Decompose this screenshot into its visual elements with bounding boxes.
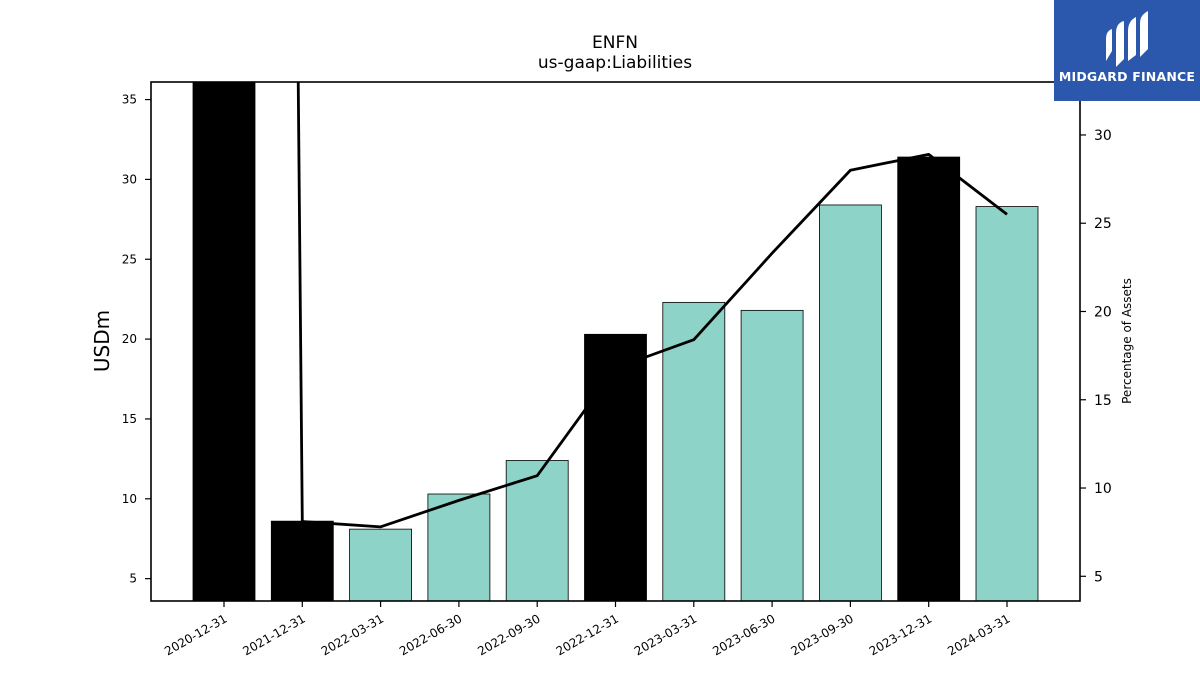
y-tick-label: 25: [122, 252, 137, 266]
midgard-logo-icon: [1106, 11, 1148, 67]
bar-2023-09-30: [819, 204, 882, 601]
y-tick-label: 10: [122, 492, 137, 506]
x-tick-label: 2024-03-31: [945, 611, 1012, 658]
y2-tick-label: 20: [1094, 304, 1112, 320]
bar-2023-12-31: [897, 156, 961, 601]
x-tick-label: 2021-12-31: [240, 611, 307, 658]
x-tick-label: 2023-12-31: [867, 611, 934, 658]
series-line: [296, 82, 1008, 529]
y2-tick-label: 10: [1094, 481, 1112, 497]
bar-2020-12-31: [192, 82, 256, 601]
y2-tick-label: 5: [1094, 569, 1103, 585]
line-group: [296, 82, 1008, 529]
x-tick-label: 2022-06-30: [397, 611, 464, 658]
bars-group: [192, 82, 1039, 601]
bar-2021-12-31: [270, 520, 334, 601]
x-tick-label: 2023-03-31: [632, 611, 699, 658]
y2-axis-label: Percentage of Assets: [1120, 278, 1134, 404]
y2-tick-label: 25: [1094, 216, 1112, 232]
y-tick-label: 20: [122, 332, 137, 346]
chart-title: ENFN: [592, 33, 638, 53]
y2-tick-label: 30: [1094, 128, 1112, 144]
y2-tick-label: 15: [1094, 393, 1112, 409]
y-tick-label: 35: [122, 93, 137, 107]
x-tick-label: 2023-06-30: [710, 611, 777, 658]
x-tick-label: 2022-09-30: [475, 611, 542, 658]
bar-2022-12-31: [584, 333, 647, 601]
bar-2022-06-30: [427, 493, 491, 601]
logo-text: MIDGARD FINANCE: [1058, 69, 1196, 84]
chart-subtitle: us-gaap:Liabilities: [538, 53, 692, 73]
x-tick-label: 2023-09-30: [788, 611, 855, 658]
y-tick-label: 15: [122, 412, 137, 426]
bar-2023-06-30: [740, 309, 804, 601]
y-tick-label: 30: [122, 172, 137, 186]
brand-logo: MIDGARD FINANCE: [1054, 0, 1200, 101]
bar-2022-09-30: [505, 460, 569, 601]
x-tick-label: 2020-12-31: [162, 611, 229, 658]
y-tick-label: 5: [129, 572, 137, 586]
y-axis-label: USDm: [90, 310, 114, 372]
x-tick-label: 2022-03-31: [319, 611, 386, 658]
bar-2024-03-31: [975, 206, 1039, 601]
bar-2022-03-31: [349, 528, 413, 601]
x-tick-label: 2022-12-31: [554, 611, 621, 658]
bar-2023-03-31: [662, 301, 726, 601]
